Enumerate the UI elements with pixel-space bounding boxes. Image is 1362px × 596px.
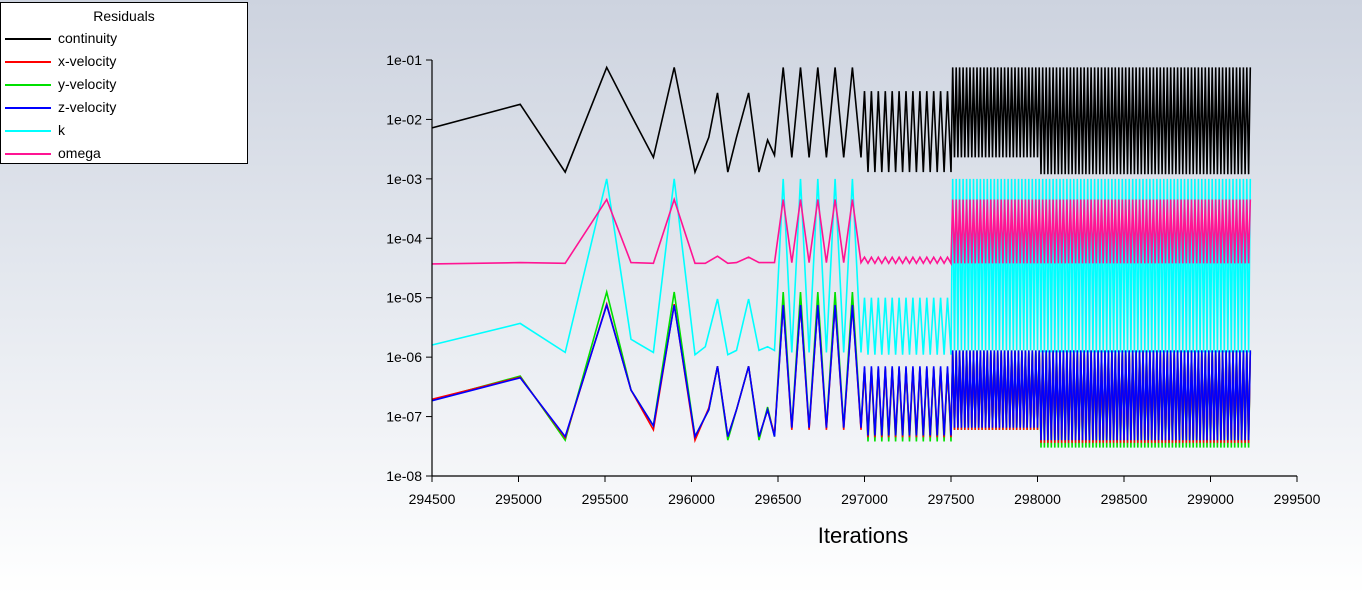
legend-label: k [58,122,65,138]
legend-label: continuity [58,30,118,46]
series-line-z-velocity [431,302,1252,441]
legend-swatch-k [5,130,51,132]
legend-item-continuity: continuity [5,29,245,49]
x-tick-label: 296500 [755,491,802,507]
legend-swatch-y-velocity [5,84,51,86]
legend-label: omega [58,145,101,161]
x-tick-label: 297000 [841,491,888,507]
series-line-k [431,178,1252,357]
x-tick-label: 296000 [668,491,715,507]
x-tick-label: 294500 [409,491,456,507]
y-tick-label: 1e-08 [386,468,422,484]
legend-item-y-velocity: y-velocity [5,75,245,95]
x-tick-label: 297500 [928,491,975,507]
legend-swatch-continuity [5,38,51,40]
legend-item-x-velocity: x-velocity [5,52,245,72]
y-tick-label: 1e-05 [386,290,422,306]
series-layer [431,65,1252,448]
x-tick-label: 299000 [1187,491,1234,507]
x-tick-label: 298500 [1101,491,1148,507]
y-tick-label: 1e-03 [386,171,422,187]
legend: Residuals continuity x-velocity y-veloci… [0,2,248,164]
x-tick-label: 299500 [1274,491,1321,507]
series-line-omega [431,196,1252,267]
legend-item-omega: omega [5,144,245,164]
y-tick-label: 1e-01 [386,52,422,68]
x-tick-label: 295000 [495,491,542,507]
x-tick-label: 298000 [1014,491,1061,507]
x-axis-title: Iterations [818,523,909,548]
y-tick-label: 1e-07 [386,409,422,425]
legend-swatch-omega [5,153,51,155]
legend-item-z-velocity: z-velocity [5,98,245,118]
series-line-continuity [431,65,1252,175]
axes-layer: 1e-01 1e-02 1e-03 1e-04 1e-05 1e-06 1e-07 1e-08… [386,52,1320,507]
legend-label: z-velocity [58,99,117,115]
x-tick-label: 295500 [582,491,629,507]
legend-item-k: k [5,121,245,141]
legend-label: y-velocity [58,76,117,92]
y-tick-label: 1e-06 [386,349,422,365]
legend-label: x-velocity [58,53,117,69]
y-tick-label: 1e-02 [386,111,422,127]
legend-title: Residuals [93,8,155,24]
legend-swatch-x-velocity [5,61,51,63]
y-tick-label: 1e-04 [386,230,422,246]
legend-swatch-z-velocity [5,107,51,109]
